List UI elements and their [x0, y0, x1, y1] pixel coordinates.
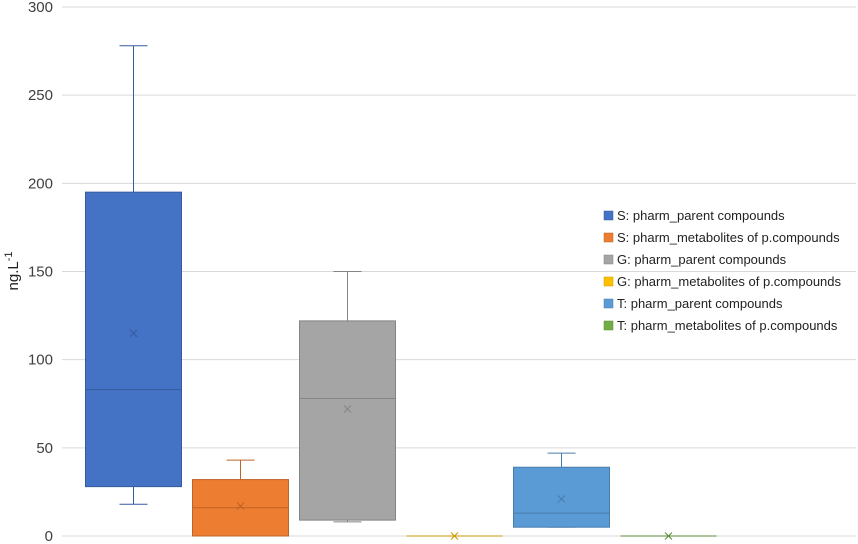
box-2 — [192, 459, 289, 537]
iqr-box — [85, 191, 182, 488]
legend-item: S: pharm_parent compounds — [603, 208, 785, 223]
mean-marker — [557, 495, 566, 503]
legend-item: G: pharm_parent compounds — [603, 252, 787, 267]
y-axis-label: ng.L-1 — [3, 252, 22, 291]
box-1 — [85, 45, 182, 505]
legend-label: G: pharm_parent compounds — [617, 252, 787, 267]
y-axis-tick-labels: 0 50 100 150 200 250 300 — [28, 0, 53, 544]
box-3 — [299, 271, 396, 523]
legend-swatch — [603, 210, 614, 221]
gridlines — [62, 6, 856, 537]
y-axis-label-superscript: -1 — [3, 252, 15, 262]
legend-label: T: pharm_metabolites of p.compounds — [617, 318, 838, 333]
iqr-box — [299, 320, 396, 521]
y-tick-label: 300 — [28, 0, 53, 16]
box-series — [85, 45, 717, 540]
y-tick-label: 150 — [28, 264, 53, 281]
y-tick-label: 250 — [28, 87, 53, 104]
legend-swatch — [603, 320, 614, 331]
y-axis-label-main: ng.L — [5, 261, 22, 290]
legend-label: S: pharm_metabolites of p.compounds — [617, 230, 840, 245]
legend-swatch — [603, 254, 614, 265]
iqr-box — [513, 466, 610, 528]
legend-item: T: pharm_metabolites of p.compounds — [603, 318, 838, 333]
legend-swatch — [603, 232, 614, 243]
y-tick-label: 200 — [28, 175, 53, 192]
mean-marker — [343, 405, 352, 413]
legend-item: T: pharm_parent compounds — [603, 296, 783, 311]
box-4 — [406, 532, 503, 540]
y-tick-label: 50 — [36, 440, 53, 457]
box-6 — [620, 532, 717, 540]
mean-marker — [450, 532, 459, 540]
legend-item: S: pharm_metabolites of p.compounds — [603, 230, 840, 245]
legend-label: T: pharm_parent compounds — [617, 296, 783, 311]
legend-swatch — [603, 276, 614, 287]
y-tick-label: 0 — [45, 528, 53, 544]
box-5 — [513, 452, 610, 528]
legend-swatch — [603, 298, 614, 309]
legend-label: G: pharm_metabolites of p.compounds — [617, 274, 842, 289]
mean-marker — [129, 329, 138, 338]
mean-marker — [236, 502, 245, 510]
legend: S: pharm_parent compounds S: pharm_metabo… — [603, 208, 842, 333]
y-tick-label: 100 — [28, 352, 53, 369]
legend-item: G: pharm_metabolites of p.compounds — [603, 274, 842, 289]
mean-marker — [664, 532, 673, 540]
legend-label: S: pharm_parent compounds — [617, 208, 785, 223]
